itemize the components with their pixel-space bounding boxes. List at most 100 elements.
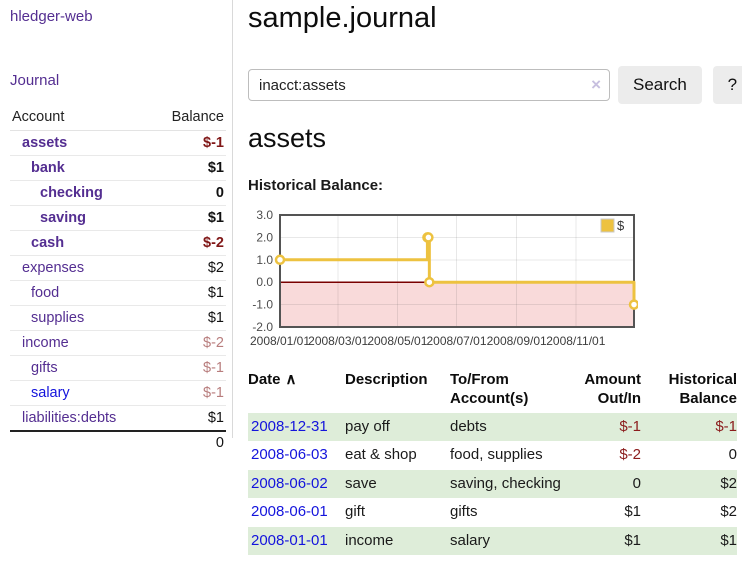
main-content: sample.journal × Search ? assets Histori… — [233, 0, 742, 555]
plot-border — [279, 214, 635, 328]
account-cell: assets — [10, 131, 151, 156]
x-tick-label: 2008/03/01 — [308, 334, 368, 348]
transaction-accounts: gifts — [450, 503, 478, 520]
sidebar: hledger-web Journal Account Balance asse… — [0, 0, 233, 455]
account-link[interactable]: supplies — [31, 310, 85, 326]
account-link[interactable]: checking — [40, 185, 103, 201]
transaction-date-cell: 2008-12-31 — [248, 412, 345, 441]
search-input[interactable] — [248, 69, 610, 101]
accounts-total-row: 0 — [10, 430, 226, 455]
register-row: 2008-12-31 pay off debts $-1 $-1 — [248, 412, 737, 441]
transaction-amount: $1 — [568, 526, 641, 555]
transaction-balance: $-1 — [641, 412, 737, 441]
account-balance: $-1 — [203, 135, 224, 151]
y-tick-label: -2.0 — [252, 320, 273, 334]
account-link[interactable]: bank — [31, 160, 65, 176]
search-help-button[interactable]: ? — [712, 66, 742, 104]
transaction-date-link[interactable]: 2008-06-01 — [251, 503, 328, 520]
transaction-description: income — [345, 526, 450, 555]
x-tick-label: 2008/01/01 — [250, 334, 310, 348]
search-button[interactable]: Search — [618, 66, 702, 104]
account-row: saving $1 — [10, 205, 226, 231]
account-balance: $1 — [151, 155, 226, 181]
account-cell: checking — [10, 180, 152, 206]
search-input-wrap: × — [248, 69, 610, 101]
transaction-accounts: salary — [450, 526, 568, 555]
account-heading: assets — [248, 123, 327, 153]
account-cell: income — [10, 330, 152, 356]
legend-label: $ — [617, 218, 625, 233]
account-cell: gifts — [10, 355, 152, 381]
account-link[interactable]: assets — [22, 135, 68, 151]
data-point-marker — [423, 232, 434, 243]
account-cell: bank — [10, 155, 152, 181]
brand-link[interactable]: hledger-web — [10, 8, 93, 25]
account-link[interactable]: saving — [40, 210, 86, 226]
account-link[interactable]: expenses — [22, 260, 85, 276]
account-balance: $-2 — [151, 330, 226, 356]
account-row: assets $-1 — [10, 131, 226, 156]
transaction-balance: $2 — [641, 469, 737, 498]
transaction-date-link[interactable]: 2008-06-02 — [251, 474, 328, 492]
register-row: 2008-06-03 eat & shop food, supplies $-2 0 — [248, 441, 737, 470]
y-tick-label: -1.0 — [252, 298, 273, 312]
transaction-amount: $-1 — [568, 412, 641, 441]
register-col-description: Description — [345, 371, 428, 388]
account-row: bank $1 — [10, 155, 226, 181]
transaction-date-link[interactable]: 2008-01-01 — [251, 531, 328, 549]
transaction-accounts: saving, checking — [450, 469, 568, 498]
account-row: cash $-2 — [10, 230, 226, 256]
accounts-header-balance: Balance — [151, 106, 226, 131]
negative-region — [280, 282, 634, 327]
account-balance: $1 — [151, 205, 226, 231]
account-row: salary $-1 — [10, 380, 226, 406]
account-link[interactable]: income — [22, 335, 69, 351]
account-cell: food — [10, 280, 152, 306]
account-balance: $1 — [151, 305, 226, 331]
balance-chart: $3.0 2.0 1.0 0.0 -1.0 -2.0 2008/01/01 2008/03/0… — [248, 208, 742, 349]
transaction-date-cell: 2008-06-02 — [248, 469, 345, 498]
legend-swatch-icon — [600, 218, 615, 233]
account-cell: saving — [10, 205, 152, 231]
clear-search-icon[interactable]: × — [591, 75, 601, 95]
account-link[interactable]: salary — [31, 385, 70, 401]
account-balance: 0 — [151, 180, 226, 206]
account-balance: $1 — [151, 280, 226, 306]
y-tick-label: 1.0 — [256, 253, 273, 267]
register-col-amount: Amount Out/In — [584, 371, 641, 407]
transaction-date-cell: 2008-06-01 — [248, 498, 345, 527]
account-cell: supplies — [10, 305, 152, 331]
transaction-accounts: debts — [450, 412, 568, 441]
register-row: 2008-01-01 income salary $1 $1 — [248, 526, 737, 555]
register-col-balance: Historical Balance — [668, 371, 737, 407]
register-col-date[interactable]: Date ∧ — [248, 369, 345, 413]
page-title: sample.journal — [248, 2, 437, 34]
data-point-marker — [274, 254, 286, 266]
account-link[interactable]: food — [31, 285, 60, 301]
y-tick-label: 0.0 — [256, 275, 273, 289]
account-cell: liabilities:debts — [10, 405, 152, 431]
transaction-balance: $2 — [720, 503, 737, 520]
account-balance: $2 — [151, 255, 226, 281]
transaction-date-cell: 2008-01-01 — [248, 526, 345, 555]
account-link[interactable]: cash — [31, 235, 65, 251]
transaction-date-link[interactable]: 2008-06-03 — [251, 446, 328, 463]
account-link[interactable]: liabilities:debts — [22, 410, 117, 426]
register-col-date-label: Date — [248, 371, 281, 388]
transaction-amount: 0 — [568, 469, 641, 498]
transaction-date-link[interactable]: 2008-12-31 — [251, 417, 328, 435]
x-tick-label: 2008/05/01 — [367, 334, 427, 348]
transaction-amount: $1 — [624, 503, 641, 520]
nav-journal-link[interactable]: Journal — [10, 72, 60, 89]
sort-asc-icon: ∧ — [285, 371, 297, 388]
transaction-balance: $1 — [641, 526, 737, 555]
transaction-description: pay off — [345, 412, 450, 441]
x-tick-label: 2008/09/01 — [487, 334, 547, 348]
data-point-marker — [424, 276, 435, 288]
account-link[interactable]: gifts — [31, 360, 58, 376]
register-table: Date ∧ Description To/From Account(s) Amou… — [248, 369, 737, 555]
register-header-row: Date ∧ Description To/From Account(s) Amou… — [248, 369, 737, 413]
transaction-amount: $-2 — [619, 446, 641, 463]
account-row: income $-2 — [10, 330, 226, 356]
chart-title: Historical Balance: — [248, 177, 384, 194]
